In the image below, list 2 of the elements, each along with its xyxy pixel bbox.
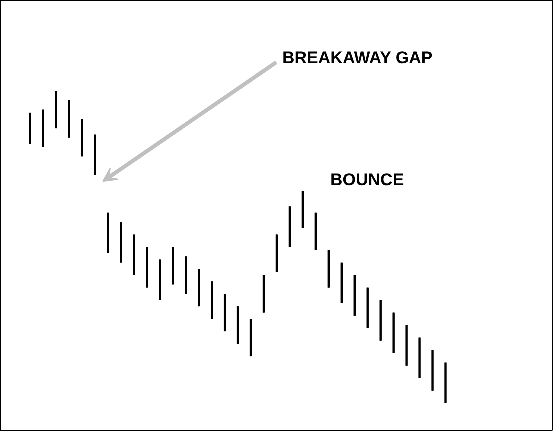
annotation: BOUNCE <box>330 170 404 190</box>
text: BREAKAWAY GAP <box>282 48 433 68</box>
